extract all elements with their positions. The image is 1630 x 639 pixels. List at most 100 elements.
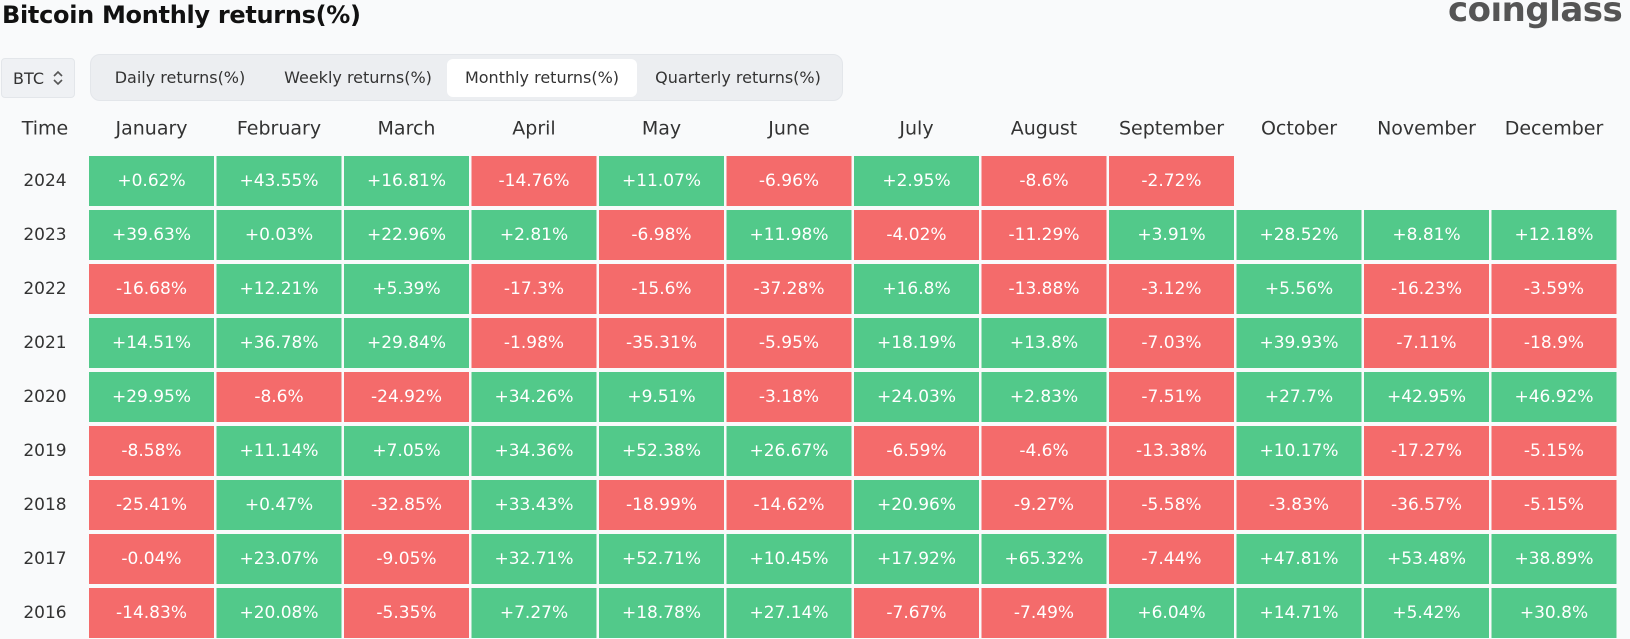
- return-value-2016-january: -14.83%: [116, 603, 187, 623]
- return-cell-2021-december: [1491, 318, 1617, 368]
- return-value-2017-july: +17.92%: [877, 549, 956, 569]
- month-header-july: July: [898, 118, 933, 140]
- return-value-2021-february: +36.78%: [239, 333, 318, 353]
- return-cell-2024-june: [726, 156, 852, 206]
- return-value-2023-october: +28.52%: [1259, 225, 1338, 245]
- return-value-2018-may: -18.99%: [626, 495, 697, 515]
- return-cell-2024-july: [854, 156, 979, 206]
- returns-period-tabs: Daily returns(%) Weekly returns(%) Month…: [90, 54, 843, 101]
- return-cell-2019-september: [1109, 426, 1234, 476]
- return-cell-2019-march: [344, 426, 469, 476]
- return-value-2021-october: +39.93%: [1259, 333, 1338, 353]
- return-cell-2021-april: [471, 318, 597, 368]
- return-value-2018-july: +20.96%: [877, 495, 956, 515]
- return-value-2018-september: -5.58%: [1141, 495, 1201, 515]
- return-cell-2019-august: [981, 426, 1107, 476]
- return-value-2020-april: +34.26%: [494, 387, 573, 407]
- return-cell-2020-august: [981, 372, 1107, 422]
- return-value-2023-january: +39.63%: [112, 225, 191, 245]
- return-cell-2019-january: [89, 426, 214, 476]
- return-cell-2017-july: [854, 534, 979, 584]
- return-value-2019-november: -17.27%: [1391, 441, 1462, 461]
- return-cell-2017-august: [981, 534, 1107, 584]
- return-value-2024-july: +2.95%: [882, 171, 950, 191]
- return-value-2017-june: +10.45%: [749, 549, 828, 569]
- return-value-2016-november: +5.42%: [1392, 603, 1460, 623]
- year-label-2024: 2024: [23, 171, 66, 191]
- return-cell-2016-may: [599, 588, 724, 638]
- return-value-2020-december: +46.92%: [1514, 387, 1593, 407]
- month-header-november: November: [1377, 118, 1476, 140]
- return-cell-2024-september: [1109, 156, 1234, 206]
- return-cell-2020-june: [726, 372, 852, 422]
- return-value-2024-june: -6.96%: [759, 171, 819, 191]
- return-cell-2021-november: [1364, 318, 1489, 368]
- year-label-2023: 2023: [23, 225, 66, 245]
- return-cell-2017-march: [344, 534, 469, 584]
- return-cell-2018-september: [1109, 480, 1234, 530]
- return-cell-2020-may: [599, 372, 724, 422]
- return-cell-2016-june: [726, 588, 852, 638]
- tab-daily-returns[interactable]: Daily returns(%): [114, 68, 246, 87]
- return-cell-2018-november: [1364, 480, 1489, 530]
- return-value-2019-october: +10.17%: [1259, 441, 1338, 461]
- return-value-2020-march: -24.92%: [371, 387, 442, 407]
- return-value-2018-february: +0.47%: [245, 495, 313, 515]
- return-value-2019-may: +52.38%: [622, 441, 701, 461]
- coin-select[interactable]: BTC: [1, 58, 75, 98]
- return-value-2018-january: -25.41%: [116, 495, 187, 515]
- return-cell-2024-february: [216, 156, 342, 206]
- return-value-2016-july: -7.67%: [886, 603, 946, 623]
- month-header-february: February: [237, 118, 321, 140]
- tab-weekly-returns[interactable]: Weekly returns(%): [284, 68, 432, 87]
- return-value-2024-march: +16.81%: [367, 171, 446, 191]
- return-value-2023-june: +11.98%: [749, 225, 828, 245]
- return-cell-2024-april: [471, 156, 597, 206]
- return-value-2023-september: +3.91%: [1137, 225, 1205, 245]
- return-cell-2020-january: [89, 372, 214, 422]
- return-cell-2023-september: [1109, 210, 1234, 260]
- return-cell-2023-december: [1491, 210, 1617, 260]
- month-header-january: January: [114, 118, 187, 140]
- return-value-2022-april: -17.3%: [504, 279, 564, 299]
- return-value-2020-may: +9.51%: [627, 387, 695, 407]
- month-header-may: May: [642, 118, 681, 140]
- return-cell-2019-june: [726, 426, 852, 476]
- return-cell-2022-december: [1491, 264, 1617, 314]
- tab-quarterly-returns[interactable]: Quarterly returns(%): [655, 68, 821, 87]
- return-cell-2022-april: [471, 264, 597, 314]
- return-value-2016-may: +18.78%: [622, 603, 701, 623]
- return-value-2022-march: +5.39%: [372, 279, 440, 299]
- return-value-2022-september: -3.12%: [1141, 279, 1201, 299]
- return-value-2021-june: -5.95%: [759, 333, 819, 353]
- return-cell-2021-september: [1109, 318, 1234, 368]
- return-cell-2017-october: [1236, 534, 1362, 584]
- return-value-2017-april: +32.71%: [494, 549, 573, 569]
- return-value-2019-february: +11.14%: [239, 441, 318, 461]
- return-value-2023-may: -6.98%: [631, 225, 691, 245]
- return-value-2016-september: +6.04%: [1137, 603, 1205, 623]
- return-cell-2021-february: [216, 318, 342, 368]
- return-cell-2020-july: [854, 372, 979, 422]
- return-cell-2024-august: [981, 156, 1107, 206]
- return-cell-2019-october: [1236, 426, 1362, 476]
- return-value-2016-april: +7.27%: [500, 603, 568, 623]
- return-value-2022-may: -15.6%: [631, 279, 691, 299]
- tab-monthly-returns[interactable]: Monthly returns(%): [447, 59, 637, 97]
- return-value-2023-march: +22.96%: [367, 225, 446, 245]
- month-header-april: April: [512, 118, 555, 140]
- return-cell-2021-may: [599, 318, 724, 368]
- return-value-2024-may: +11.07%: [622, 171, 701, 191]
- return-cell-2020-november: [1364, 372, 1489, 422]
- return-value-2021-march: +29.84%: [367, 333, 446, 353]
- return-value-2022-october: +5.56%: [1265, 279, 1333, 299]
- return-cell-2024-march: [344, 156, 469, 206]
- return-cell-2019-december: [1491, 426, 1617, 476]
- return-cell-2022-march: [344, 264, 469, 314]
- year-label-2018: 2018: [23, 495, 66, 515]
- year-label-2019: 2019: [23, 441, 66, 461]
- return-value-2022-february: +12.21%: [239, 279, 318, 299]
- return-value-2021-may: -35.31%: [626, 333, 697, 353]
- return-value-2020-january: +29.95%: [112, 387, 191, 407]
- return-cell-2022-september: [1109, 264, 1234, 314]
